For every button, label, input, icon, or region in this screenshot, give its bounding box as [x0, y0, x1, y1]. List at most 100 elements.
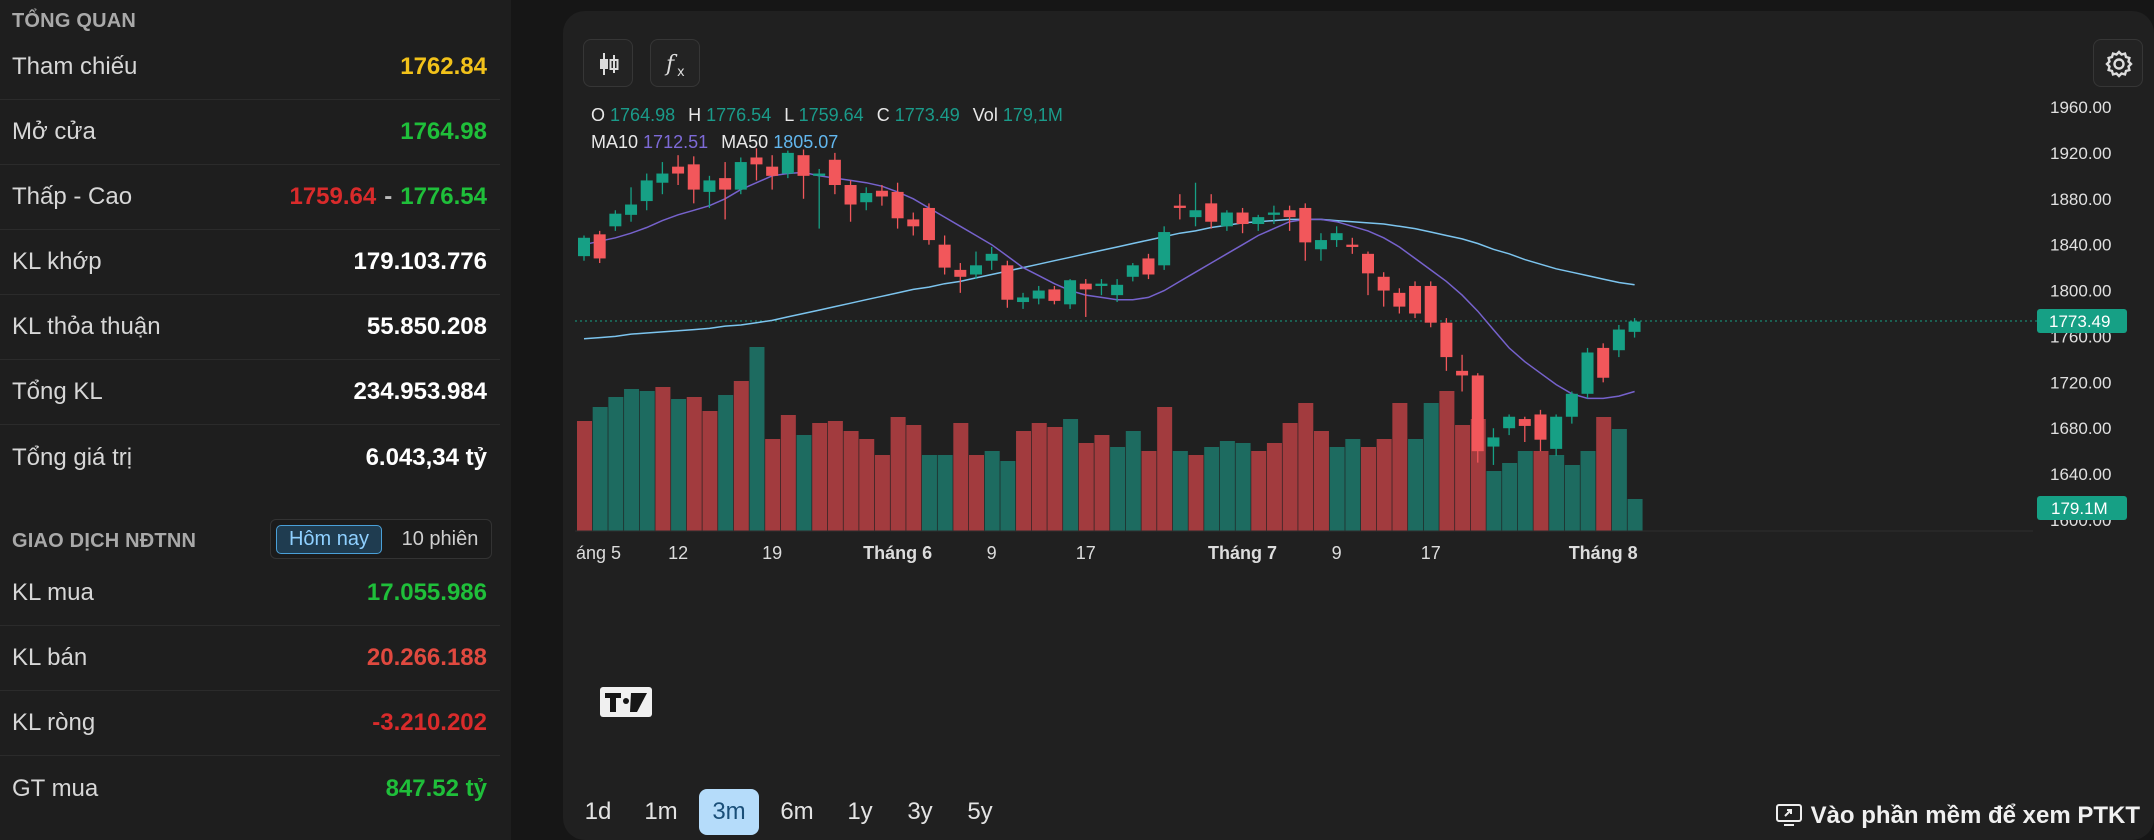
volume-bar [1408, 439, 1424, 531]
candle-body [1550, 416, 1563, 449]
ma50-line [583, 218, 1635, 340]
foreign-sell-label: KL bán [12, 644, 88, 671]
total-value-value: 6.043,34 tỷ [365, 443, 487, 471]
reference-label: Tham chiếu [12, 53, 138, 80]
candle-body [1017, 297, 1030, 303]
candle-body [656, 173, 669, 183]
ma10-legend-value: 1712.51 [643, 132, 709, 152]
volume-bar [1439, 391, 1455, 531]
range-6m[interactable]: 6m [780, 798, 814, 825]
candle-body [1267, 212, 1280, 215]
row-matched-volume: KL khớp 179.103.776 [0, 230, 500, 295]
y-tick-label: 1680.00 [2050, 419, 2111, 438]
volume-bar [953, 423, 969, 531]
volume-bar [702, 411, 718, 531]
candle-body [1487, 437, 1500, 447]
candle-body [1126, 265, 1139, 277]
ma50-legend-label: MA50 [721, 132, 769, 152]
ohlc-legend: O 1764.98 H 1776.54 L 1759.64 C 1773.49 … [591, 105, 1071, 126]
range-1y[interactable]: 1y [847, 798, 873, 825]
foreign-buy-value-amount: 847.52 tỷ [385, 774, 487, 802]
x-tick-label: 19 [762, 543, 782, 563]
volume-bar [1047, 427, 1063, 531]
x-tick-label: 12 [668, 543, 688, 563]
function-icon: f x [664, 52, 685, 80]
low-high-label: Thấp - Cao [12, 183, 133, 210]
y-tick-label: 1960.00 [2050, 98, 2111, 117]
volume-bar [1549, 455, 1565, 531]
volume-bar [1251, 451, 1267, 531]
volume-bar [1596, 417, 1612, 531]
candle-body [609, 213, 622, 227]
volume-bar [1564, 465, 1580, 531]
volume-bar [1110, 447, 1126, 531]
range-3m[interactable]: 3m [699, 789, 759, 835]
volume-bar [624, 389, 640, 531]
candle-body [625, 204, 638, 215]
indicators-button[interactable]: f x [650, 39, 700, 87]
volume-bar [1125, 431, 1141, 531]
y-tick-label: 1920.00 [2050, 144, 2111, 163]
low-legend-label: L [784, 105, 794, 125]
candle-body [1424, 285, 1437, 323]
range-5y[interactable]: 5y [967, 798, 993, 825]
candle-body [750, 157, 763, 165]
vol-legend-value: 179,1M [1002, 105, 1063, 125]
volume-bar [827, 421, 843, 531]
range-1d[interactable]: 1d [584, 798, 612, 825]
candle-body [828, 159, 841, 186]
volume-bar [1345, 439, 1361, 531]
price-chart[interactable]: 1960.001920.001880.001840.001800.001760.… [563, 11, 2154, 840]
volume-bar [718, 395, 734, 531]
volume-bar [1329, 447, 1345, 531]
svg-text:f: f [664, 52, 678, 77]
volume-bar [1141, 451, 1157, 531]
foreign-buy-label: KL mua [12, 579, 94, 606]
volume-bar [937, 455, 953, 531]
open-value: 1764.98 [400, 118, 487, 145]
open-software-link[interactable]: Vào phần mềm để xem PTKT [1775, 802, 2140, 830]
volume-bar [969, 455, 984, 531]
ma50-legend-value: 1805.07 [773, 132, 839, 152]
row-negotiated-volume: KL thỏa thuận 55.850.208 [0, 295, 500, 360]
total-volume-label: Tổng KL [12, 378, 103, 405]
chart-type-button[interactable] [583, 39, 633, 87]
row-foreign-sell: KL bán 20.266.188 [0, 626, 500, 691]
candle-body [1095, 283, 1108, 286]
x-tick-label: Tháng 8 [1569, 543, 1638, 563]
tab-10-sessions[interactable]: 10 phiên [401, 528, 479, 550]
candle-body [1252, 217, 1265, 225]
x-tick-label: áng 5 [576, 543, 621, 563]
candle-body [1534, 414, 1547, 440]
volume-bar [1517, 451, 1533, 531]
volume-bar [1219, 441, 1235, 531]
volume-bar [1455, 425, 1471, 531]
volume-bar [592, 407, 608, 531]
range-3y[interactable]: 3y [907, 798, 933, 825]
svg-text:x: x [677, 65, 685, 80]
volume-bar [921, 455, 937, 531]
range-1m[interactable]: 1m [644, 798, 678, 825]
candle-body [766, 166, 779, 176]
watermark-logo [600, 687, 652, 717]
volume-bar [906, 425, 922, 531]
volume-bar [1282, 423, 1298, 531]
candle-body [1236, 212, 1249, 225]
candle-body [1001, 265, 1014, 300]
volume-bar [1266, 443, 1282, 531]
candle-body [1440, 322, 1453, 358]
open-label: Mở cửa [12, 118, 96, 145]
row-reference: Tham chiếu 1762.84 [0, 35, 500, 100]
volume-bar [577, 421, 592, 531]
volume-bar [733, 381, 749, 531]
low-legend-value: 1759.64 [798, 105, 864, 125]
candlestick-icon [600, 53, 619, 75]
foreign-net-label: KL ròng [12, 709, 96, 736]
candle-body [687, 164, 700, 190]
tab-today[interactable]: Hôm nay [276, 525, 382, 554]
x-tick-label: 17 [1421, 543, 1441, 563]
row-total-volume: Tổng KL 234.953.984 [0, 360, 500, 425]
candle-body [1314, 240, 1327, 250]
ma10-line [583, 171, 1635, 400]
settings-button[interactable] [2093, 39, 2143, 87]
